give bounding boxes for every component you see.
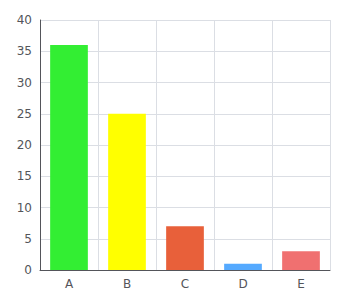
svg-text:40: 40 [17,13,32,27]
svg-text:15: 15 [17,169,32,183]
svg-text:A: A [65,277,74,291]
svg-text:35: 35 [17,44,32,58]
svg-text:20: 20 [17,138,32,152]
svg-text:B: B [123,277,131,291]
svg-text:5: 5 [24,232,32,246]
svg-text:D: D [238,277,247,291]
svg-text:C: C [181,277,189,291]
svg-text:25: 25 [17,107,32,121]
svg-text:10: 10 [17,201,32,215]
svg-text:E: E [297,277,305,291]
svg-text:30: 30 [17,76,32,90]
svg-text:0: 0 [24,263,32,277]
